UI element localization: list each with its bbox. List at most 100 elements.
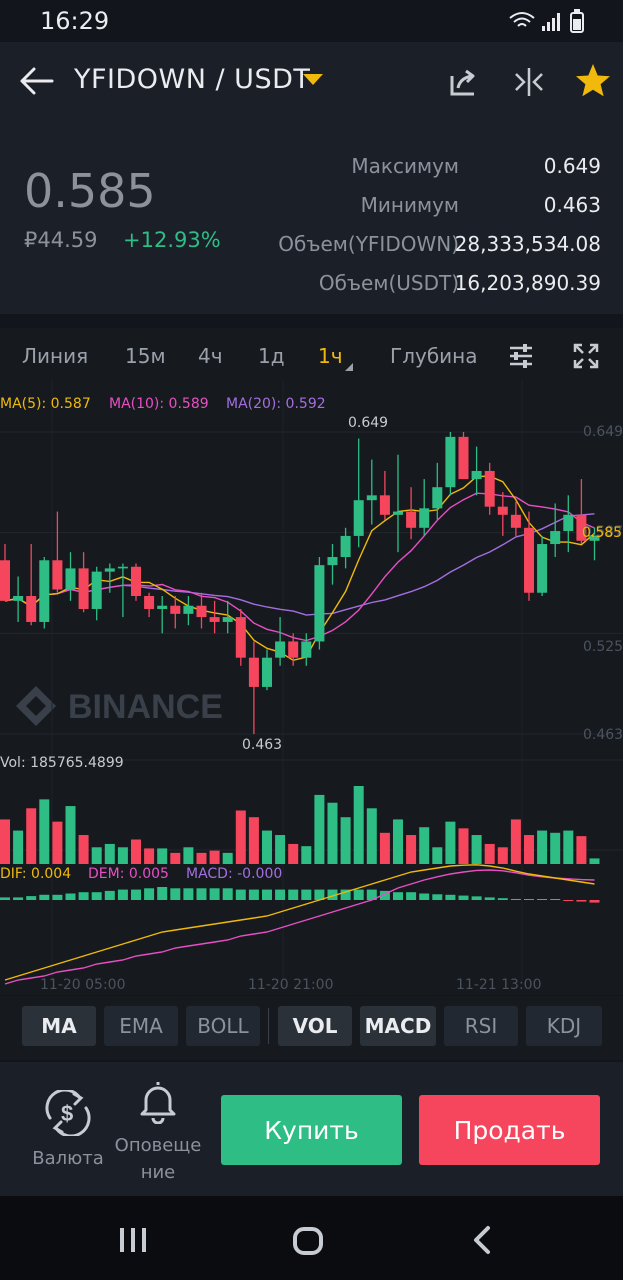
volume-bar — [39, 799, 50, 864]
candle-body — [550, 531, 561, 545]
candle — [314, 557, 325, 650]
volume-bar — [170, 852, 181, 864]
home-icon[interactable] — [292, 1226, 324, 1256]
macd-bar — [183, 888, 194, 900]
indicator-rsi[interactable]: RSI — [444, 1006, 518, 1046]
volume-bar — [222, 852, 233, 864]
buy-button[interactable]: Купить — [221, 1095, 402, 1165]
volume-bar — [275, 835, 286, 864]
recent-apps-icon[interactable] — [118, 1226, 148, 1254]
candle — [52, 511, 63, 593]
volume-bar — [458, 828, 469, 864]
dif-label: DIF: 0.004 — [0, 866, 71, 882]
system-nav-bar — [0, 1196, 623, 1280]
currency-exchange-icon[interactable]: $ — [40, 1090, 96, 1136]
candle-body — [353, 500, 364, 536]
tab-depth[interactable]: Глубина — [390, 344, 478, 368]
indicator-kdj[interactable]: KDJ — [526, 1006, 602, 1046]
currency-label[interactable]: Валюта — [32, 1148, 104, 1169]
settings-sliders-icon[interactable] — [508, 343, 534, 369]
compare-icon[interactable] — [512, 66, 546, 98]
time-axis-label: 11-20 05:00 — [40, 977, 125, 993]
macd-bar — [471, 896, 482, 900]
dropdown-caret-icon[interactable] — [302, 73, 324, 87]
candle — [471, 446, 482, 496]
macd-bar — [589, 900, 600, 903]
volume-bar — [550, 832, 561, 864]
tab-line[interactable]: Линия — [22, 344, 89, 368]
chart-area — [0, 328, 623, 995]
back-arrow-icon[interactable] — [18, 66, 56, 96]
stat-vol-base-label: Объем(YFIDOWN) — [278, 232, 459, 256]
stat-high-value: 0.649 — [543, 154, 601, 178]
candle-body — [196, 605, 207, 618]
candle-body — [432, 487, 443, 509]
candle-body — [406, 511, 417, 528]
candle-body — [144, 595, 155, 609]
pair-title[interactable]: YFIDOWN / USDT — [74, 64, 311, 95]
indicator-boll[interactable]: BOLL — [186, 1006, 260, 1046]
macd-bar — [353, 889, 364, 900]
macd-bar — [0, 897, 10, 900]
candle — [144, 592, 155, 618]
dem-label: DEM: 0.005 — [88, 866, 169, 882]
candle — [170, 595, 181, 629]
candle-body — [170, 605, 181, 614]
macd-bar — [301, 889, 312, 900]
candle-body — [0, 560, 10, 601]
candle — [550, 503, 561, 558]
candle-body — [445, 436, 456, 488]
candle-body — [497, 506, 508, 515]
tab-4h[interactable]: 4ч — [198, 344, 223, 368]
dem-line — [4, 869, 595, 985]
candle-body — [563, 514, 574, 532]
volume-bar — [91, 847, 102, 864]
indicator-ma[interactable]: MA — [22, 1006, 96, 1046]
macd-bar — [393, 892, 403, 900]
candle-body — [576, 514, 587, 541]
macd-bar — [262, 889, 272, 900]
high-price-label: 0.649 — [348, 415, 388, 431]
indicator-ema[interactable]: EMA — [104, 1006, 178, 1046]
volume-bar — [131, 839, 141, 864]
candle-body — [510, 514, 521, 528]
volume-bar — [366, 808, 377, 864]
volume-bar — [65, 806, 76, 864]
volume-bar — [13, 830, 24, 864]
candle — [458, 432, 469, 480]
candle — [563, 495, 574, 553]
tab-1d[interactable]: 1д — [258, 344, 285, 368]
volume-bar — [288, 843, 299, 864]
candle — [589, 527, 600, 561]
candle-body — [314, 565, 325, 642]
candle-body — [209, 617, 220, 622]
candle-body — [393, 511, 403, 515]
candle-body — [104, 568, 115, 572]
favorite-star-icon[interactable] — [574, 62, 612, 98]
bell-icon[interactable] — [138, 1078, 178, 1124]
tab-15m[interactable]: 15м — [125, 344, 166, 368]
candle-body — [13, 595, 24, 601]
back-nav-icon[interactable] — [470, 1225, 494, 1255]
indicator-macd[interactable]: MACD — [360, 1006, 436, 1046]
candle — [131, 563, 141, 601]
svg-text:$: $ — [61, 1101, 73, 1126]
tab-1h[interactable]: 1ч — [318, 344, 343, 368]
macd-bar — [170, 888, 181, 900]
candle — [432, 462, 443, 520]
candle-body — [340, 535, 351, 558]
macd-bar — [366, 889, 377, 900]
volume-bar — [484, 843, 495, 864]
share-icon[interactable] — [448, 66, 480, 98]
indicator-vol[interactable]: VOL — [278, 1006, 352, 1046]
alert-label[interactable]: Оповеще ние — [110, 1132, 206, 1186]
candle — [340, 527, 351, 569]
candlestick-chart[interactable]: BINANCE MA(5): 0.587 MA(10): 0.589 MA(20):… — [0, 380, 623, 995]
sell-button[interactable]: Продать — [419, 1095, 600, 1165]
legend-ma5: MA(5): 0.587 — [0, 396, 91, 412]
candle — [576, 479, 587, 545]
stat-low-value: 0.463 — [543, 193, 601, 217]
candle — [26, 544, 37, 626]
fullscreen-icon[interactable] — [573, 343, 599, 369]
candle — [353, 438, 364, 548]
